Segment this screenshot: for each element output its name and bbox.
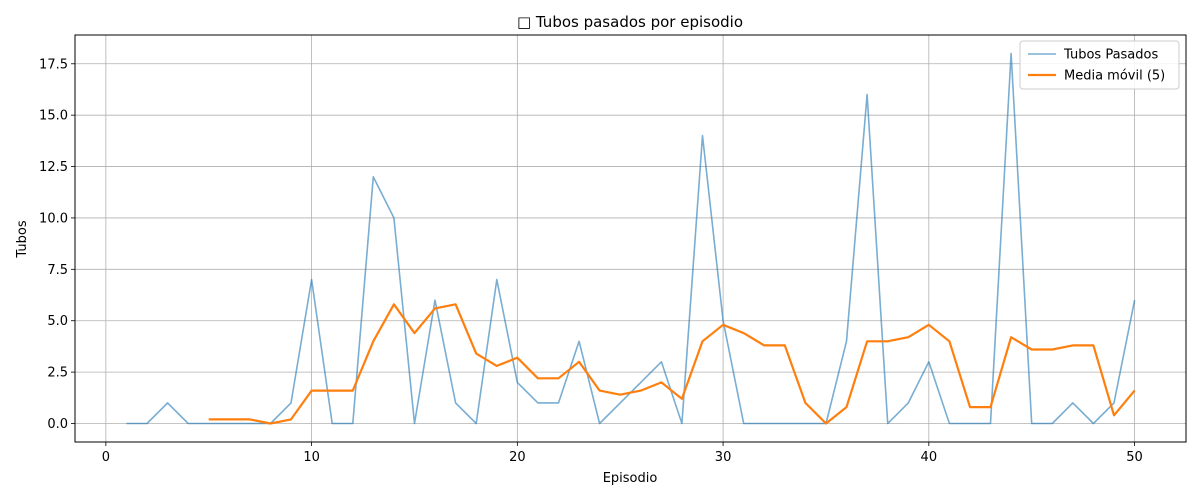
y-tick-label: 15.0 [39,109,68,124]
legend-entry: Media móvil (5) [1064,69,1165,84]
x-tick-label: 10 [303,450,320,465]
y-tick-label: 12.5 [39,160,68,175]
legend: Tubos Pasados Media móvil (5) [1019,40,1180,90]
series-line-media-movil [208,303,1136,425]
x-axis-ticks: 0 10 20 30 40 50 [102,442,1143,465]
chart-title: □ Tubos pasados por episodio [517,13,743,31]
y-tick-label: 17.5 [39,57,68,72]
x-tick-label: 0 [102,450,110,465]
legend-entry: Tubos Pasados [1063,48,1158,63]
y-axis-ticks: 0.0 2.5 5.0 7.5 10.0 12.5 15.0 17.5 [39,57,75,432]
grid [75,35,1186,442]
series-line-tubos-pasados [126,52,1136,425]
x-axis-label: Episodio [603,471,658,486]
plot-frame [74,34,1187,443]
y-axis-label: Tubos [15,220,30,258]
x-tick-label: 20 [509,450,526,465]
y-tick-label: 0.0 [47,417,68,432]
legend-box [1019,40,1180,90]
x-tick-label: 30 [715,450,732,465]
y-tick-label: 7.5 [47,263,68,278]
y-tick-label: 5.0 [47,314,68,329]
y-tick-label: 10.0 [39,211,68,226]
y-tick-label: 2.5 [47,366,68,381]
series-layer [126,52,1136,425]
x-tick-label: 40 [921,450,938,465]
x-tick-label: 50 [1126,450,1143,465]
